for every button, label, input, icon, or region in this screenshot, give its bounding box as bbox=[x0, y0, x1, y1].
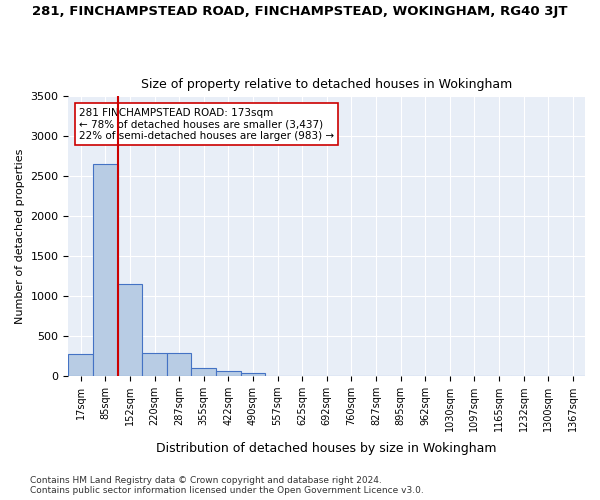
Text: Contains HM Land Registry data © Crown copyright and database right 2024.
Contai: Contains HM Land Registry data © Crown c… bbox=[30, 476, 424, 495]
Bar bbox=[167, 354, 191, 376]
Bar bbox=[241, 373, 265, 376]
Y-axis label: Number of detached properties: Number of detached properties bbox=[15, 148, 25, 324]
X-axis label: Distribution of detached houses by size in Wokingham: Distribution of detached houses by size … bbox=[157, 442, 497, 455]
Bar bbox=[216, 372, 241, 376]
Bar bbox=[68, 354, 93, 376]
Title: Size of property relative to detached houses in Wokingham: Size of property relative to detached ho… bbox=[141, 78, 512, 91]
Bar bbox=[191, 368, 216, 376]
Text: 281 FINCHAMPSTEAD ROAD: 173sqm
← 78% of detached houses are smaller (3,437)
22% : 281 FINCHAMPSTEAD ROAD: 173sqm ← 78% of … bbox=[79, 108, 334, 140]
Text: 281, FINCHAMPSTEAD ROAD, FINCHAMPSTEAD, WOKINGHAM, RG40 3JT: 281, FINCHAMPSTEAD ROAD, FINCHAMPSTEAD, … bbox=[32, 5, 568, 18]
Bar bbox=[93, 164, 118, 376]
Bar bbox=[118, 284, 142, 376]
Bar bbox=[142, 354, 167, 376]
